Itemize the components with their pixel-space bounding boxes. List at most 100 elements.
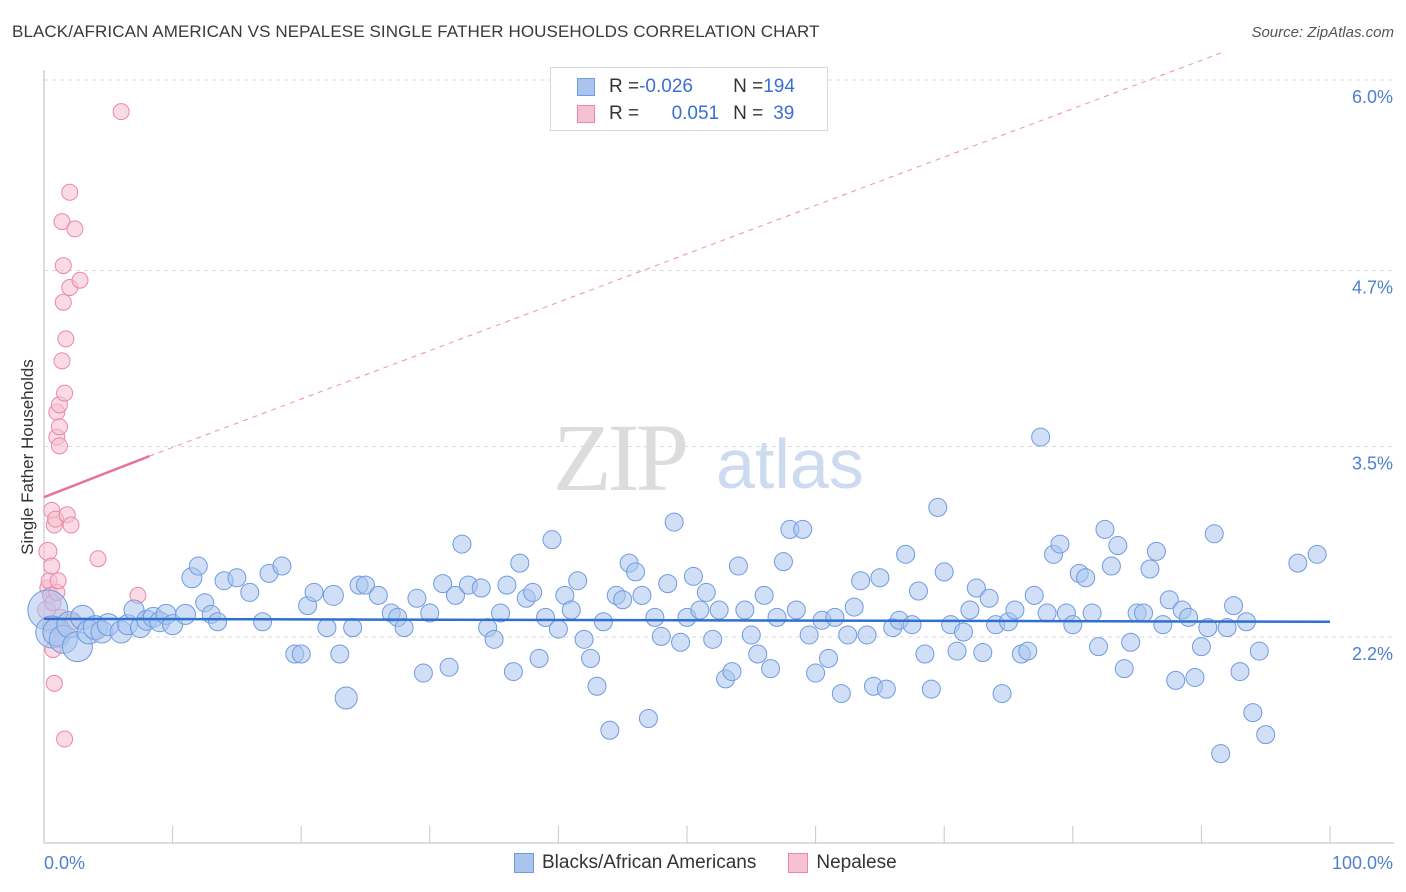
blacks-point (728, 556, 748, 576)
blacks-point (709, 600, 729, 620)
blacks-point (632, 585, 652, 605)
blacks-point (651, 626, 671, 646)
blacks-point (523, 582, 543, 602)
blacks-point (1095, 519, 1115, 539)
blacks-point (992, 684, 1012, 704)
blacks-point (825, 607, 845, 627)
blacks-point (420, 603, 440, 623)
blacks-point (548, 619, 568, 639)
blacks-point (1159, 590, 1179, 610)
blacks-point (960, 600, 980, 620)
blacks-point (343, 618, 363, 638)
nepalese-trend-extension (149, 52, 1221, 457)
blacks-point (1018, 641, 1038, 661)
series-legend: Blacks/African Americans Nepalese (514, 852, 929, 874)
blacks-point (786, 600, 806, 620)
blacks-point (272, 556, 292, 576)
legend-label: Nepalese (816, 852, 897, 873)
y-tick-label: 6.0% (1352, 87, 1393, 107)
blacks-point (1076, 568, 1096, 588)
blacks-point (613, 590, 633, 610)
blacks-point (471, 578, 491, 598)
nepalese-point (50, 437, 68, 455)
blacks-point (568, 571, 588, 591)
nepalese-point (57, 330, 75, 348)
blacks-point (1050, 534, 1070, 554)
blacks-point (973, 643, 993, 663)
axes (43, 70, 1394, 844)
blacks-point (1256, 725, 1276, 745)
blacks-point (394, 618, 414, 638)
stats-legend: R = -0.026 N = 194 R = 0.051 N = 39 (550, 67, 828, 131)
blacks-point (683, 566, 703, 586)
y-tick-label: 2.2% (1352, 644, 1393, 664)
r-value: -0.026 (639, 76, 693, 97)
legend-item-blacks: Blacks/African Americans (514, 852, 756, 874)
blacks-point (503, 662, 523, 682)
blacks-point (645, 607, 665, 627)
blacks-point (748, 644, 768, 664)
blacks-point (1166, 670, 1186, 690)
blacks-point (413, 663, 433, 683)
n-label: N = (733, 103, 764, 124)
nepalese-point (66, 220, 84, 238)
nepalese-point (43, 557, 61, 575)
blacks-point (536, 607, 556, 627)
blacks-point (1307, 544, 1327, 564)
blacks-point (330, 644, 350, 664)
nepalese-point (112, 103, 130, 121)
blacks-point (851, 571, 871, 591)
blacks-point (626, 562, 646, 582)
r-value: 0.051 (671, 103, 720, 124)
blacks-point (658, 574, 678, 594)
blacks-point (291, 644, 311, 664)
blacks-point (1224, 596, 1244, 616)
blacks-point (1108, 536, 1128, 556)
nepalese-point (45, 674, 63, 692)
chart-title: BLACK/AFRICAN AMERICAN VS NEPALESE SINGL… (12, 22, 820, 41)
blacks-point (966, 578, 986, 598)
blacks-point (921, 679, 941, 699)
blacks-point (735, 600, 755, 620)
blacks-point (407, 588, 427, 608)
blacks-point (1191, 637, 1211, 657)
blacks-point (593, 612, 613, 632)
blacks-point (1134, 603, 1154, 623)
blacks-point (253, 612, 273, 632)
blacks-point (947, 641, 967, 661)
blacks-point (497, 575, 517, 595)
blacks-point (581, 648, 601, 668)
blacks-point (510, 553, 530, 573)
x-tick-label: 0.0% (44, 853, 85, 873)
blacks-point (876, 679, 896, 699)
nepalese-point (49, 572, 67, 590)
nepalese-point (62, 516, 80, 534)
blacks-point (1114, 659, 1134, 679)
blacks-point (484, 629, 504, 649)
blacks-point (240, 582, 260, 602)
pink-swatch-icon (788, 853, 809, 873)
blacks-point (334, 686, 358, 710)
blacks-point (838, 625, 858, 645)
blacks-point (1089, 637, 1109, 657)
blacks-point (529, 648, 549, 668)
blue-swatch-icon (514, 853, 534, 873)
blacks-point (690, 600, 710, 620)
blacks-point (767, 607, 787, 627)
nepalese-point (54, 293, 72, 311)
source-credit: Source: ZipAtlas.com (1251, 24, 1394, 41)
blacks-point (1185, 667, 1205, 687)
blacks-point (1217, 618, 1237, 638)
blacks-trend-line (43, 617, 1331, 624)
blacks-point (1140, 559, 1160, 579)
blacks-point (452, 534, 472, 554)
watermark-atlas: atlas (716, 425, 864, 503)
blacks-point (208, 612, 228, 632)
blacks-point (1005, 600, 1025, 620)
blacks-point (304, 582, 324, 602)
blacks-point (638, 708, 658, 728)
blacks-point (928, 497, 948, 517)
n-value: 194 (763, 76, 795, 97)
blacks-point (793, 519, 813, 539)
